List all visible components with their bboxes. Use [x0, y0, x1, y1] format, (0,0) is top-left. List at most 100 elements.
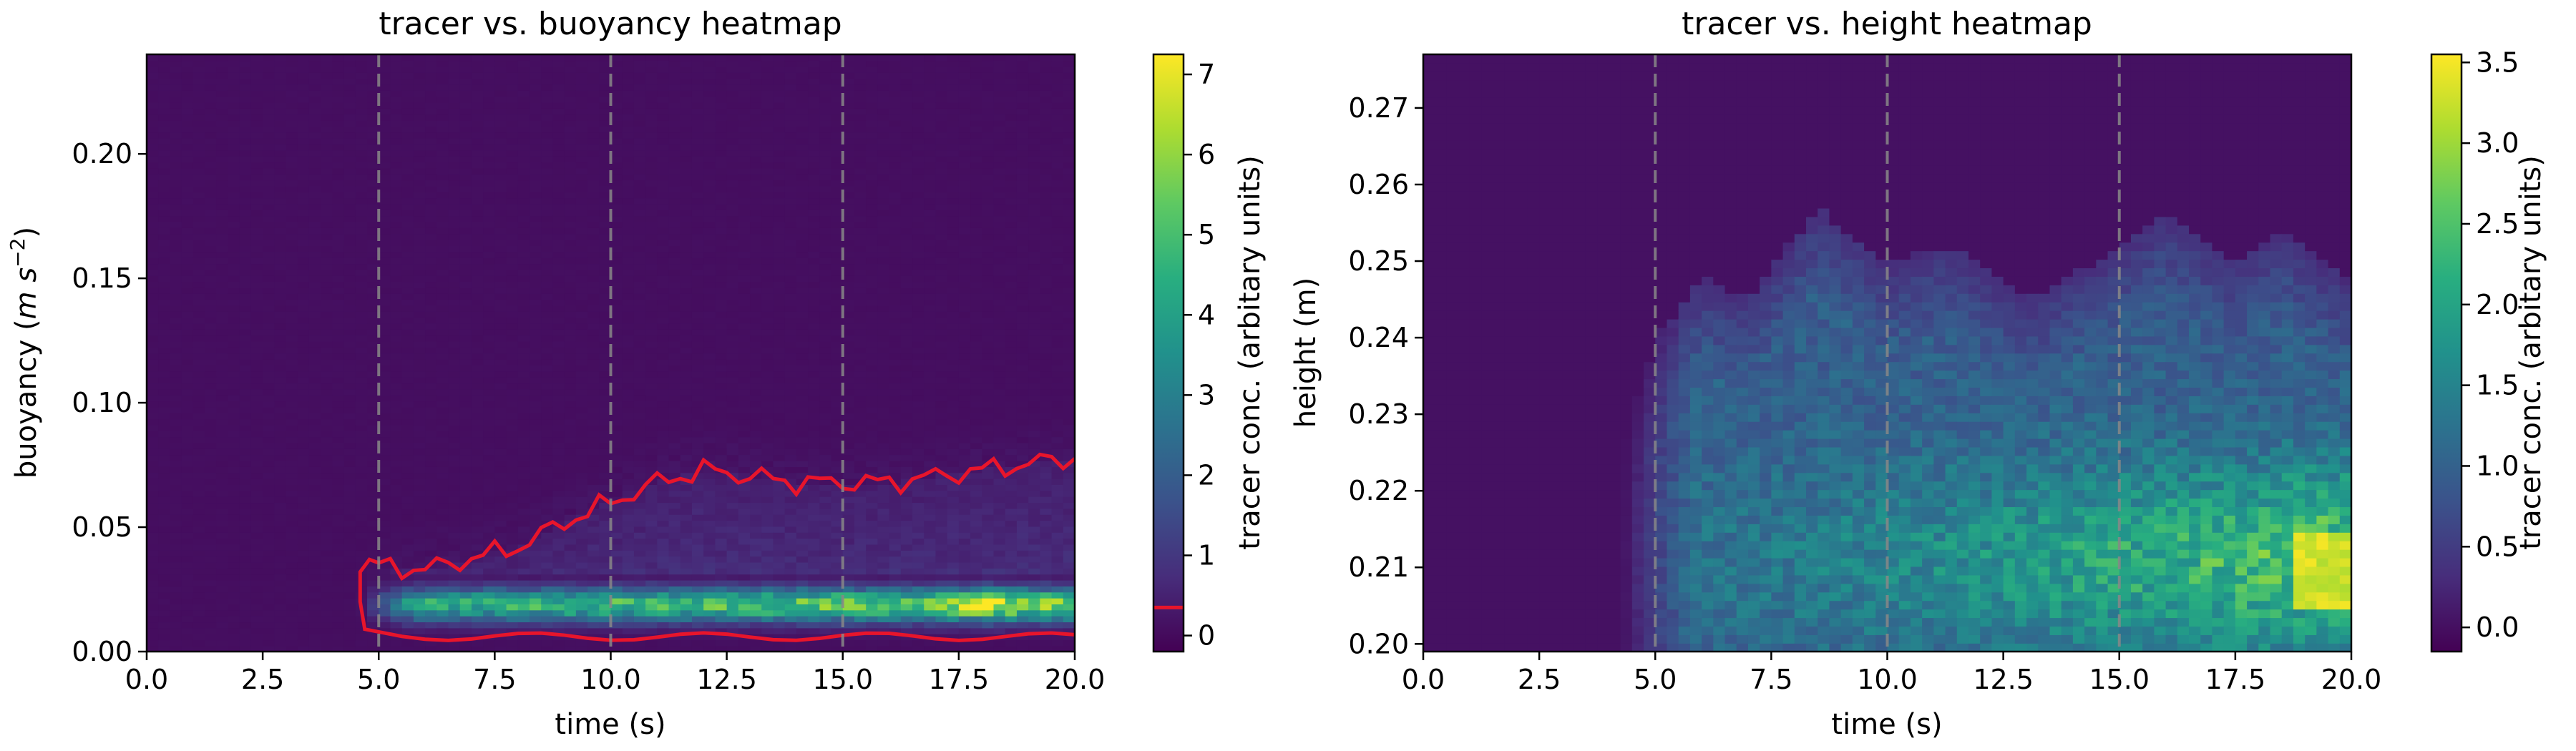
heatmap-cell: [286, 532, 298, 539]
heatmap-cell: [239, 568, 252, 575]
heatmap-cell: [355, 508, 368, 515]
heatmap-cell: [483, 376, 496, 384]
heatmap-cell: [367, 431, 380, 438]
heatmap-cell: [622, 586, 635, 593]
heatmap-cell: [680, 96, 693, 103]
heatmap-cell: [413, 496, 426, 504]
heatmap-cell: [239, 251, 252, 258]
heatmap-cell: [703, 281, 716, 288]
heatmap-cell: [274, 90, 287, 97]
heatmap-cell: [192, 627, 205, 634]
heatmap-cell: [541, 293, 554, 300]
heatmap-cell: [297, 597, 310, 604]
heatmap-cell: [239, 72, 252, 79]
heatmap-cell: [541, 586, 554, 593]
heatmap-cell: [343, 192, 356, 199]
heatmap-cell: [599, 108, 612, 115]
heatmap-cell: [436, 615, 449, 623]
heatmap-cell: [703, 149, 716, 157]
heatmap-cell: [263, 132, 275, 139]
heatmap-cell: [308, 520, 321, 527]
heatmap-cell: [599, 388, 612, 396]
heatmap-cell: [390, 108, 403, 115]
heatmap-cell: [691, 353, 704, 360]
heatmap-cell: [216, 162, 229, 169]
heatmap-cell: [494, 383, 507, 390]
heatmap-cell: [436, 526, 449, 533]
heatmap-cell: [147, 197, 160, 205]
heatmap-cell: [436, 90, 449, 97]
heatmap-cell: [517, 454, 530, 461]
heatmap-cell: [205, 197, 218, 205]
heatmap-cell: [633, 561, 646, 569]
heatmap-cell: [250, 329, 263, 336]
heatmap-cell: [355, 162, 368, 169]
heatmap-cell: [355, 460, 368, 467]
heatmap-cell: [552, 604, 565, 611]
heatmap-cell: [645, 454, 658, 461]
heatmap-cell: [494, 526, 507, 533]
heatmap-cell: [668, 144, 681, 151]
heatmap-cell: [668, 197, 681, 205]
heatmap-cell: [587, 311, 600, 318]
heatmap-cell: [228, 233, 240, 240]
heatmap-cell: [506, 323, 519, 330]
heatmap-cell: [471, 293, 484, 300]
heatmap-cell: [192, 568, 205, 575]
heatmap-cell: [691, 174, 704, 181]
heatmap-cell: [587, 520, 600, 527]
heatmap-cell: [668, 448, 681, 456]
heatmap-cell: [343, 502, 356, 509]
heatmap-cell: [517, 54, 530, 62]
heatmap-cell: [379, 210, 391, 217]
heatmap-cell: [599, 514, 612, 521]
heatmap-cell: [564, 388, 577, 396]
heatmap-cell: [552, 615, 565, 623]
heatmap-cell: [517, 72, 530, 79]
heatmap-cell: [170, 388, 182, 396]
heatmap-cell: [703, 508, 716, 515]
heatmap-cell: [401, 520, 414, 527]
heatmap-cell: [390, 311, 403, 318]
heatmap-cell: [530, 579, 542, 586]
heatmap-cell: [379, 281, 391, 288]
heatmap-cell: [564, 72, 577, 79]
heatmap-cell: [715, 245, 728, 252]
heatmap-cell: [274, 376, 287, 384]
heatmap-cell: [587, 401, 600, 408]
heatmap-cell: [308, 335, 321, 342]
heatmap-cell: [216, 388, 229, 396]
heatmap-cell: [321, 604, 333, 611]
heatmap-cell: [599, 239, 612, 246]
heatmap-cell: [436, 424, 449, 431]
heatmap-cell: [633, 478, 646, 485]
heatmap-cell: [645, 561, 658, 569]
heatmap-cell: [321, 305, 333, 312]
heatmap-cell: [703, 436, 716, 443]
heatmap-cell: [703, 448, 716, 456]
heatmap-cell: [564, 544, 577, 551]
heatmap-cell: [564, 627, 577, 634]
heatmap-cell: [181, 149, 194, 157]
heatmap-cell: [216, 305, 229, 312]
heatmap-cell: [657, 132, 670, 139]
heatmap-cell: [680, 180, 693, 187]
heatmap-cell: [633, 66, 646, 73]
heatmap-cell: [448, 383, 461, 390]
heatmap-cell: [436, 448, 449, 456]
heatmap-cell: [286, 299, 298, 306]
heatmap-cell: [448, 275, 461, 283]
heatmap-cell: [343, 496, 356, 504]
heatmap-cell: [250, 484, 263, 491]
heatmap-cell: [459, 287, 472, 294]
heatmap-cell: [680, 514, 693, 521]
heatmap-cell: [413, 72, 426, 79]
heatmap-cell: [564, 210, 577, 217]
heatmap-cell: [436, 376, 449, 384]
heatmap-cell: [216, 579, 229, 586]
heatmap-cell: [308, 347, 321, 354]
heatmap-cell: [401, 96, 414, 103]
heatmap-cell: [668, 167, 681, 175]
heatmap-cell: [668, 418, 681, 426]
heatmap-cell: [239, 532, 252, 539]
